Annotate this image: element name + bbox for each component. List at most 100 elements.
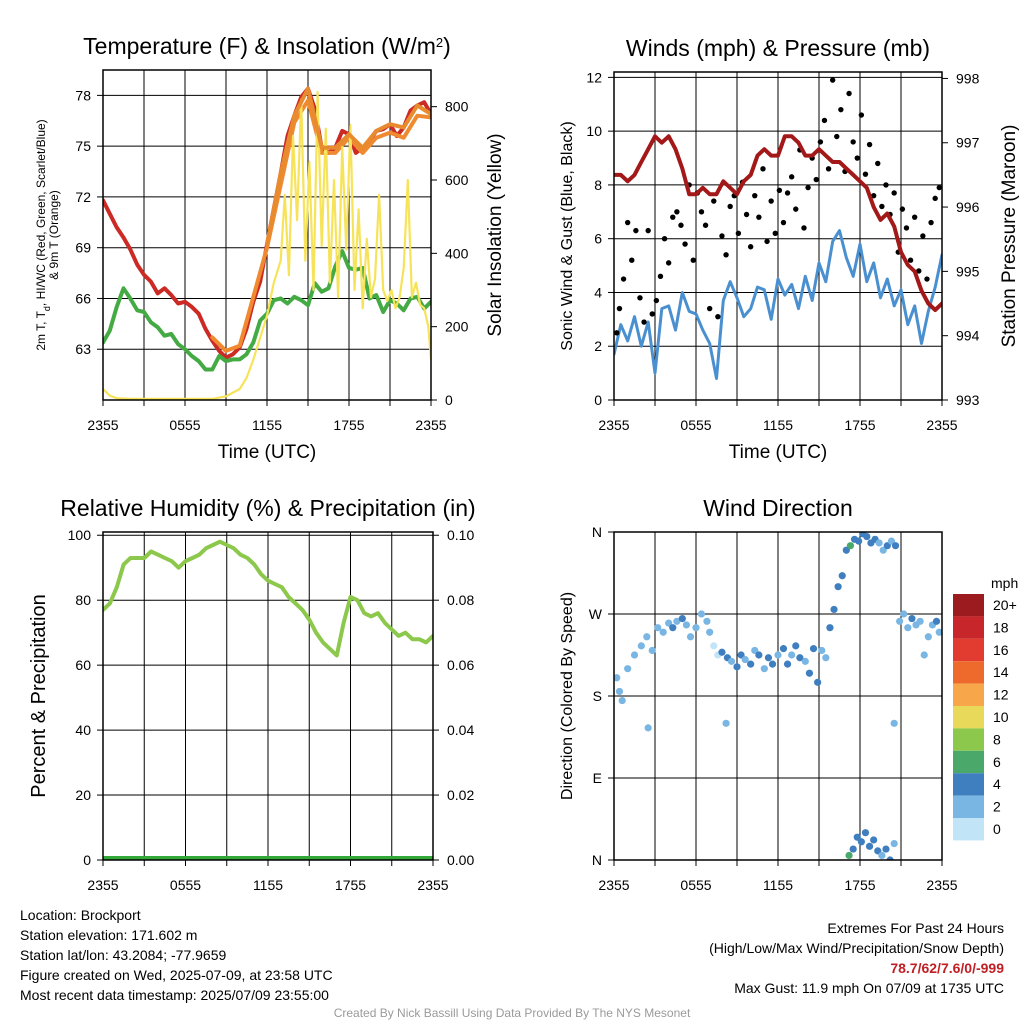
direction-point [637, 642, 645, 650]
plot-frame [102, 69, 432, 401]
x-tick-label: 0555 [680, 417, 711, 433]
gust-point [633, 227, 639, 234]
chart-panel-3: Relative Humidity (%) & Precipitation (i… [28, 495, 476, 893]
direction-point [630, 651, 639, 659]
direction-point [768, 660, 777, 668]
gust-point [743, 211, 750, 218]
extremes-info: Extremes For Past 24 Hours (High/Low/Max… [709, 918, 1004, 998]
y-tick-label: 12 [586, 69, 602, 85]
direction-point [822, 654, 830, 662]
y-tick-label: 100 [68, 527, 92, 543]
x-tick-label: 2355 [87, 877, 118, 893]
y-tick-label: 4 [594, 284, 602, 300]
y-axis-label: Percent & Precipitation [28, 594, 50, 797]
y-tick-label: 2 [594, 338, 602, 354]
gust-point [653, 297, 660, 304]
y-tick-label: 66 [75, 290, 91, 306]
x-tick-label: 2355 [87, 417, 118, 433]
direction-point [706, 628, 714, 636]
colorbar-label: 18 [993, 619, 1009, 635]
gust-point [678, 222, 684, 228]
y-tick-label: 0 [594, 392, 602, 408]
gust-point [747, 244, 754, 250]
gust-point [817, 139, 824, 145]
gust-point [649, 311, 655, 317]
gust-point [670, 214, 676, 220]
y-tick-label: 40 [75, 722, 91, 738]
direction-point [845, 851, 853, 860]
colorbar-swatch [953, 638, 984, 662]
chart-panel-1: Temperature (F) & Insolation (W/m2) 2355 0… [34, 33, 506, 463]
colorbar-label: 0 [993, 821, 1001, 837]
y2-tick-label: 0.00 [447, 852, 474, 868]
y-tick-label: 78 [75, 87, 91, 103]
x-tick-label: 2355 [417, 877, 448, 893]
x-tick-label: 2355 [415, 417, 446, 433]
colorbar-swatch [953, 773, 984, 796]
gust-point [801, 225, 807, 231]
gust-point [780, 219, 787, 226]
direction-point [882, 845, 890, 853]
gust-point [764, 238, 770, 245]
gust-point [793, 206, 799, 212]
gust-point [879, 203, 885, 210]
direction-point [863, 532, 871, 541]
direction-point [890, 719, 898, 727]
x-tick-label: 1155 [763, 877, 793, 893]
y-tick-label: E [593, 770, 602, 786]
gust-point [682, 241, 688, 247]
station-elevation: Station elevation: 171.602 m [20, 927, 198, 943]
direction-point [849, 845, 857, 853]
y-tick-label: 63 [75, 341, 91, 357]
pressure-line [614, 134, 942, 312]
extremes-values: 78.7/62/7.6/0/-999 [890, 960, 1004, 976]
colorbar-swatch [953, 616, 984, 639]
direction-point [673, 617, 681, 625]
direction-point [904, 624, 912, 632]
y-axis-label: 2m T, Td, HI/WC (Red, Green, Scarlet/Blu… [34, 119, 52, 350]
colorbar-swatch [953, 728, 984, 751]
direction-point [718, 648, 726, 656]
y2-tick-label: 0 [445, 392, 453, 408]
direction-point [747, 660, 755, 668]
direction-point [855, 537, 863, 545]
y2-tick-label: 0.04 [447, 722, 474, 738]
direction-point [891, 542, 900, 550]
x-tick-label: 2355 [926, 417, 957, 433]
gust-point [756, 214, 762, 220]
direction-point [857, 838, 865, 846]
gust-point [907, 257, 914, 263]
x-tick-label: 1155 [253, 877, 283, 893]
gust-point [735, 230, 742, 237]
chart-panel-4: Wind Direction 2355 0555 1155 1755 2355 N E S W N D… [559, 495, 958, 893]
direction-point [648, 646, 656, 655]
direction-point [615, 687, 624, 696]
direction-point [703, 617, 711, 625]
colorbar-swatch [953, 594, 984, 617]
gust-point [637, 295, 643, 301]
gust-point [821, 117, 828, 124]
colorbar-label: 2 [993, 799, 1001, 815]
direction-point [796, 654, 804, 662]
gust-point [916, 268, 922, 274]
colorbar-label: 8 [993, 731, 1001, 747]
direction-point [846, 542, 855, 550]
y-tick-label: 72 [75, 189, 91, 205]
direction-point [826, 624, 834, 632]
direction-point [779, 645, 788, 653]
plot-area [103, 86, 431, 400]
direction-point [809, 645, 818, 653]
plot-frame [613, 531, 943, 861]
x-tick-label: 1755 [844, 417, 875, 433]
gust-point [924, 276, 930, 282]
direction-point [644, 724, 652, 732]
y-tick-label: S [593, 688, 602, 704]
x-tick-label: 1155 [252, 417, 282, 433]
direction-point [814, 678, 822, 686]
gust-point [866, 141, 873, 148]
direction-point [682, 621, 691, 629]
direction-point [920, 651, 928, 659]
colorbar-swatch [953, 795, 984, 818]
gust-point [899, 206, 906, 212]
colorbar-label: 12 [993, 687, 1009, 703]
